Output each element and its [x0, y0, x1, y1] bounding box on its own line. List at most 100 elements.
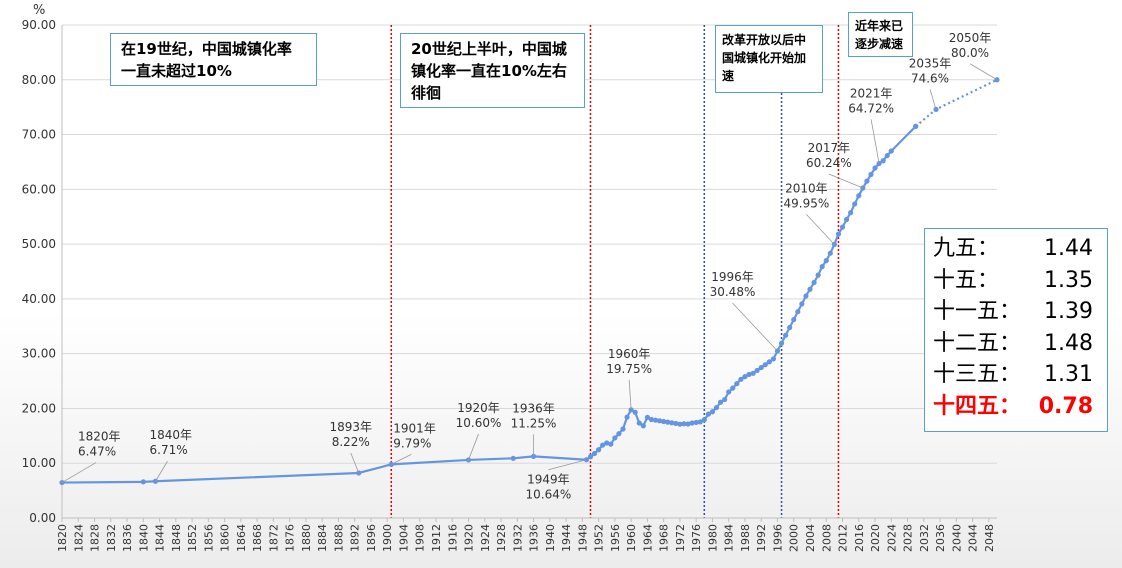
point-label-year: 2035年	[909, 56, 952, 70]
data-point	[750, 370, 756, 376]
point-label-year: 1840年	[150, 428, 193, 442]
data-point	[140, 479, 146, 485]
data-point	[591, 450, 598, 457]
data-point	[583, 457, 590, 463]
point-label-value: 64.72%	[848, 101, 894, 115]
growth-rate-value: 1.44	[1044, 236, 1093, 261]
point-label-value: 6.71%	[150, 443, 188, 457]
data-point	[864, 178, 870, 184]
growth-rate-period: 十四五：	[933, 393, 1022, 419]
x-tick-label: 1976	[690, 524, 703, 552]
point-label-value: 49.95%	[784, 196, 830, 210]
point-label-value: 9.79%	[393, 436, 431, 450]
y-axis-unit: %	[33, 3, 45, 18]
data-point	[860, 185, 866, 191]
x-tick-label: 1884	[316, 524, 329, 552]
x-tick-label: 1940	[544, 524, 557, 552]
x-tick-label: 2024	[885, 524, 898, 552]
y-tick-label: 0.00	[29, 511, 56, 525]
data-point	[608, 441, 614, 447]
growth-rate-row: 十五： 1.35	[933, 265, 1099, 297]
data-point	[819, 264, 825, 270]
data-point	[722, 396, 728, 403]
data-point	[652, 417, 659, 423]
data-point	[673, 420, 679, 427]
growth-rate-row: 十一五： 1.39	[933, 296, 1099, 328]
growth-rate-period: 十二五：	[933, 330, 1022, 356]
point-label-year: 1949年	[527, 473, 570, 487]
y-tick-label: 80.00	[22, 73, 56, 87]
point-label-year: 2021年	[850, 86, 893, 100]
x-tick-label: 1960	[625, 524, 638, 552]
data-point	[701, 417, 707, 423]
data-point	[795, 309, 801, 315]
data-point	[705, 411, 711, 417]
label-leader-line	[155, 461, 168, 482]
data-point	[632, 409, 638, 415]
x-tick-label: 1956	[609, 524, 622, 552]
x-tick-label: 1964	[641, 524, 654, 552]
data-point	[823, 257, 829, 264]
x-tick-label: 1908	[414, 524, 427, 552]
data-point	[648, 416, 655, 423]
x-tick-label: 2044	[967, 524, 980, 552]
data-point	[681, 421, 687, 427]
x-tick-label: 1828	[89, 524, 102, 552]
y-tick-label: 50.00	[22, 237, 56, 251]
x-tick-label: 1820	[56, 524, 69, 552]
x-tick-label: 1840	[137, 524, 150, 552]
x-tick-label: 1852	[186, 524, 199, 552]
point-label-value: 30.48%	[710, 285, 756, 299]
x-tick-label: 1944	[560, 524, 573, 552]
point-label-value: 6.47%	[78, 445, 116, 459]
data-point	[843, 216, 850, 223]
point-label-year: 1936年	[512, 401, 555, 415]
x-tick-label: 1932	[511, 524, 524, 552]
point-label-value: 60.24%	[806, 156, 852, 170]
x-tick-label: 2012	[837, 524, 850, 552]
point-label-value: 11.25%	[511, 416, 557, 430]
x-tick-label: 1984	[723, 524, 736, 552]
growth-rate-value: 1.48	[1044, 330, 1093, 356]
label-leader-line	[828, 173, 864, 189]
point-label-year: 1820年	[78, 430, 121, 444]
data-point	[835, 231, 842, 237]
point-label-value: 8.22%	[332, 435, 370, 449]
growth-rate-row: 九五： 1.44	[933, 233, 1099, 265]
x-tick-label: 1904	[397, 524, 410, 552]
label-leader-line	[870, 119, 880, 164]
data-point	[754, 367, 760, 374]
label-leader-line	[61, 462, 97, 483]
x-tick-label: 2000	[788, 524, 801, 552]
y-tick-label: 30.00	[22, 347, 56, 361]
growth-rate-value: 1.35	[1044, 267, 1093, 293]
point-label-value: 80.0%	[951, 46, 989, 60]
label-leader-line	[929, 89, 937, 110]
data-point	[868, 171, 874, 178]
data-point	[856, 193, 862, 199]
x-tick-label: 1900	[381, 524, 394, 552]
data-point	[693, 419, 699, 426]
data-point	[888, 148, 894, 154]
label-leader-line	[628, 379, 632, 410]
x-tick-label: 1880	[300, 524, 313, 552]
series-line-dotted	[914, 78, 998, 128]
data-point	[661, 418, 667, 425]
x-tick-label: 1992	[755, 524, 768, 552]
point-label-value: 10.60%	[456, 416, 502, 430]
point-label-year: 1996年	[711, 270, 754, 284]
point-label-year: 1901年	[393, 421, 436, 435]
data-point	[758, 364, 764, 371]
x-tick-label: 1968	[658, 524, 671, 552]
data-point	[872, 165, 878, 171]
data-point	[746, 371, 752, 378]
x-tick-label: 1972	[674, 524, 687, 552]
point-label-year: 1960年	[608, 347, 651, 361]
data-point	[811, 279, 817, 286]
y-tick-label: 10.00	[22, 456, 56, 470]
x-tick-label: 1892	[349, 524, 362, 552]
x-tick-label: 1924	[479, 524, 492, 552]
point-label-value: 10.64%	[526, 488, 572, 502]
data-point	[852, 201, 858, 207]
data-point	[644, 414, 650, 420]
